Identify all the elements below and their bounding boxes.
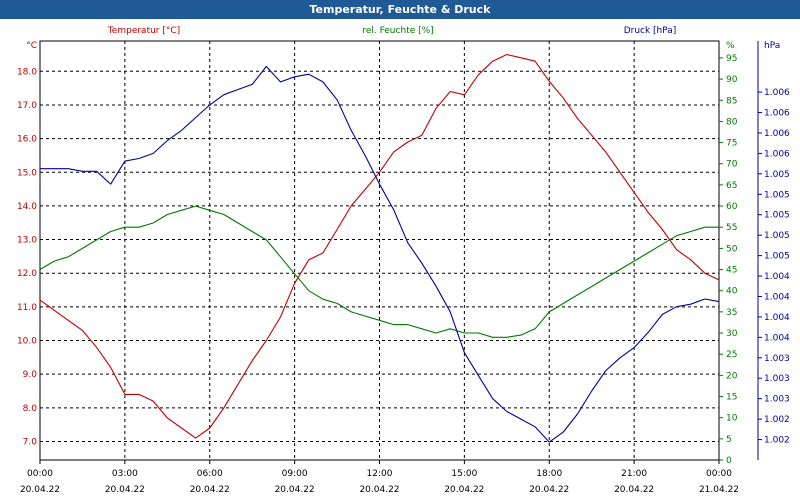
humidity-line — [39, 205, 719, 338]
x-tick-label-date: 20.04.22 — [529, 485, 569, 495]
x-tick-label-date: 20.04.22 — [359, 485, 399, 495]
temperature-tick-label: 7.0 — [23, 437, 38, 447]
temperature-tick-label: 17.0 — [17, 101, 37, 111]
pressure-tick-label: 1.005 — [764, 231, 790, 241]
pressure-unit-label: hPa — [764, 41, 780, 51]
humidity-tick-label: 60 — [726, 202, 738, 212]
humidity-tick-label: 65 — [726, 181, 737, 191]
temperature-tick-label: 10.0 — [17, 337, 37, 347]
x-tick-label-date: 20.04.22 — [105, 485, 145, 495]
pressure-axis-title: Druck [hPa] — [624, 26, 677, 36]
temperature-axis-title: Temperatur [°C] — [107, 26, 180, 36]
x-tick-label-date: 20.04.22 — [275, 485, 315, 495]
pressure-tick-label: 1.006 — [764, 88, 790, 98]
humidity-tick-label: 80 — [726, 117, 738, 127]
pressure-tick-label: 1.003 — [764, 354, 790, 364]
humidity-tick-label: 95 — [726, 54, 737, 64]
humidity-unit-label: % — [726, 41, 735, 51]
pressure-tick-label: 1.004 — [764, 292, 790, 302]
temperature-tick-label: 9.0 — [23, 370, 38, 380]
humidity-tick-label: 10 — [726, 414, 738, 424]
x-tick-label-date: 21.04.22 — [699, 485, 739, 495]
humidity-tick-label: 55 — [726, 223, 737, 233]
x-tick-label-time: 00:00 — [27, 469, 53, 479]
x-tick-label-time: 06:00 — [197, 469, 223, 479]
x-tick-label-date: 20.04.22 — [614, 485, 654, 495]
temperature-tick-label: 13.0 — [17, 236, 37, 246]
x-tick-label-time: 00:00 — [706, 469, 732, 479]
x-tick-label-time: 12:00 — [367, 469, 393, 479]
humidity-tick-label: 20 — [726, 371, 738, 381]
chart-title-bar: Temperatur, Feuchte & Druck — [0, 0, 800, 19]
humidity-tick-label: 45 — [726, 266, 737, 276]
x-tick-label-date: 20.04.22 — [20, 485, 60, 495]
humidity-tick-label: 25 — [726, 350, 737, 360]
humidity-tick-label: 30 — [726, 329, 738, 339]
x-tick-label-time: 18:00 — [536, 469, 562, 479]
x-tick-label-date: 20.04.22 — [444, 485, 484, 495]
pressure-tick-label: 1.004 — [764, 333, 790, 343]
x-tick-label-date: 20.04.22 — [190, 485, 230, 495]
pressure-tick-label: 1.006 — [764, 149, 790, 159]
pressure-tick-label: 1.005 — [764, 211, 790, 221]
pressure-tick-label: 1.002 — [764, 436, 790, 446]
x-tick-label-time: 09:00 — [282, 469, 308, 479]
temperature-tick-label: 15.0 — [17, 168, 37, 178]
pressure-tick-label: 1.003 — [764, 395, 790, 405]
pressure-tick-label: 1.004 — [764, 313, 790, 323]
pressure-tick-label: 1.005 — [764, 190, 790, 200]
temperature-tick-label: 14.0 — [17, 202, 37, 212]
humidity-tick-label: 35 — [726, 308, 737, 318]
pressure-tick-label: 1.003 — [764, 374, 790, 384]
temperature-tick-label: 12.0 — [17, 269, 37, 279]
x-tick-label-time: 21:00 — [621, 469, 647, 479]
pressure-line — [40, 65, 720, 443]
pressure-tick-label: 1.005 — [764, 252, 790, 262]
humidity-axis-title: rel. Feuchte [%] — [362, 26, 433, 36]
humidity-tick-label: 75 — [726, 139, 737, 149]
x-tick-label-time: 15:00 — [451, 469, 477, 479]
humidity-tick-label: 85 — [726, 96, 737, 106]
temperature-tick-label: 18.0 — [17, 67, 37, 77]
chart-title: Temperatur, Feuchte & Druck — [309, 3, 491, 16]
humidity-tick-label: 50 — [726, 244, 738, 254]
humidity-tick-label: 5 — [726, 435, 732, 445]
temperature-unit-label: °C — [26, 41, 37, 51]
pressure-tick-label: 1.006 — [764, 109, 790, 119]
pressure-tick-label: 1.006 — [764, 129, 790, 139]
humidity-tick-label: 40 — [726, 287, 738, 297]
temperature-line — [39, 53, 720, 439]
pressure-tick-label: 1.005 — [764, 170, 790, 180]
pressure-tick-label: 1.004 — [764, 272, 790, 282]
x-tick-label-time: 03:00 — [112, 469, 138, 479]
humidity-tick-label: 15 — [726, 393, 737, 403]
pressure-tick-label: 1.002 — [764, 415, 790, 425]
humidity-tick-label: 90 — [726, 75, 738, 85]
temperature-tick-label: 16.0 — [17, 135, 37, 145]
temperature-tick-label: 11.0 — [17, 303, 37, 313]
humidity-tick-label: 0 — [726, 456, 732, 466]
temperature-tick-label: 8.0 — [23, 404, 38, 414]
humidity-tick-label: 70 — [726, 160, 738, 170]
